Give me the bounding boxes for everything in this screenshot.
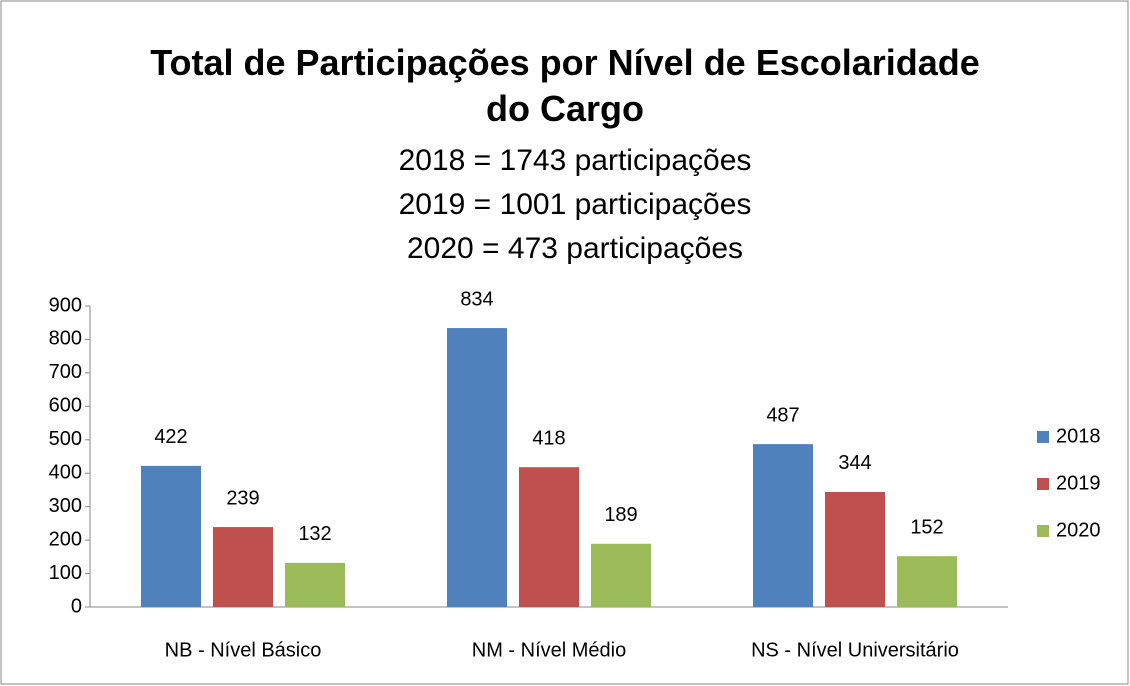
bar xyxy=(519,467,579,607)
y-tick-label: 500 xyxy=(49,428,82,450)
x-tick-label: NB - Nível Básico xyxy=(165,639,322,661)
legend-swatch xyxy=(1037,431,1049,443)
data-label: 132 xyxy=(298,523,331,545)
legend-swatch xyxy=(1037,478,1049,490)
bar xyxy=(753,444,813,607)
bar xyxy=(285,562,345,607)
data-label: 152 xyxy=(910,516,943,538)
legend-swatch xyxy=(1037,525,1049,537)
y-tick-label: 0 xyxy=(71,595,82,617)
bar xyxy=(141,465,201,607)
subtitle: 2020 = 473 participações xyxy=(407,232,743,265)
data-label: 834 xyxy=(460,288,493,310)
data-label: 487 xyxy=(766,404,799,426)
y-tick-label: 900 xyxy=(49,294,82,316)
y-tick-label: 800 xyxy=(49,328,82,350)
bar xyxy=(447,328,507,607)
bar xyxy=(213,527,273,607)
y-tick-label: 300 xyxy=(49,495,82,517)
bar xyxy=(897,556,957,607)
data-label: 189 xyxy=(604,504,637,526)
y-tick-label: 100 xyxy=(49,562,82,584)
y-tick-label: 200 xyxy=(49,528,82,550)
x-tick-label: NS - Nível Universitário xyxy=(751,639,959,661)
data-label: 239 xyxy=(226,487,259,509)
data-label: 418 xyxy=(532,427,565,449)
legend-label: 2020 xyxy=(1056,519,1101,541)
subtitle: 2019 = 1001 participações xyxy=(399,188,752,221)
y-tick-label: 700 xyxy=(49,361,82,383)
x-tick-label: NM - Nível Médio xyxy=(472,639,626,661)
data-label: 344 xyxy=(838,452,871,474)
bar xyxy=(591,543,651,607)
legend-label: 2019 xyxy=(1056,472,1101,494)
bar xyxy=(825,491,885,607)
y-tick-label: 400 xyxy=(49,462,82,484)
subtitle: 2018 = 1743 participações xyxy=(399,144,752,177)
legend-label: 2018 xyxy=(1056,425,1101,447)
y-tick-label: 600 xyxy=(49,395,82,417)
chart-title: Total de Participações por Nível de Esco… xyxy=(150,42,980,129)
data-label: 422 xyxy=(154,426,187,448)
